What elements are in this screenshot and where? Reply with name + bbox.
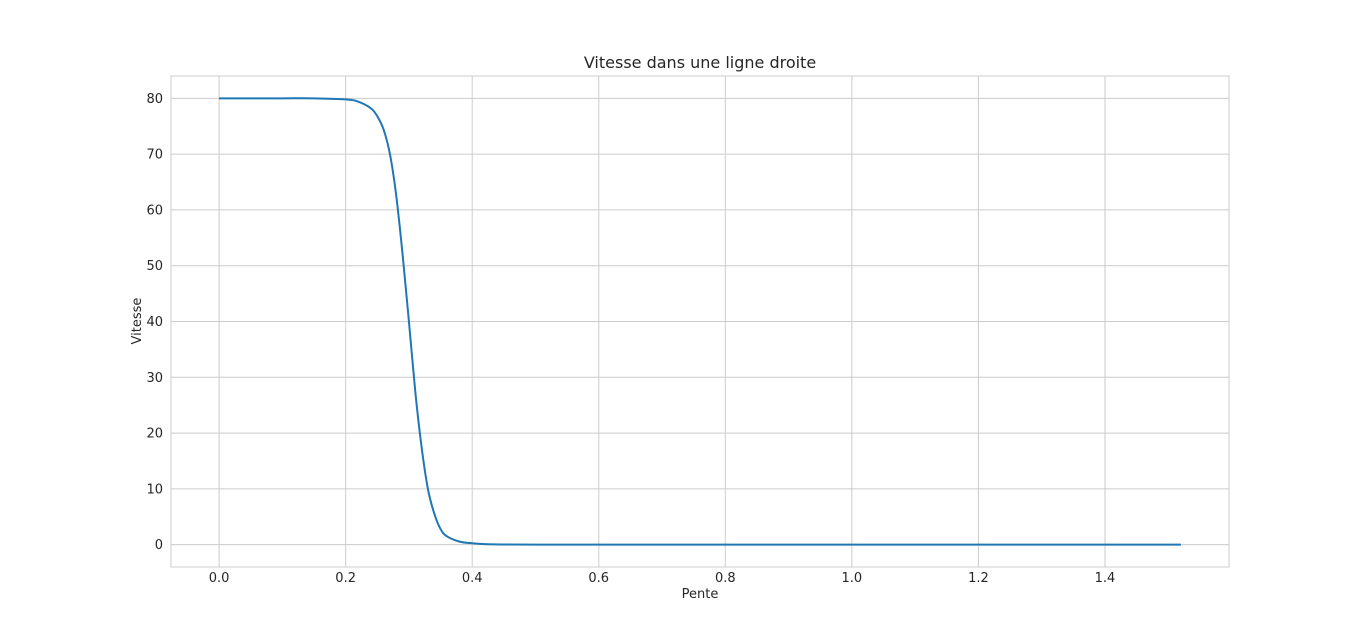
- y-tick-label: 80: [146, 92, 163, 107]
- x-tick-label: 0.4: [462, 571, 483, 586]
- y-tick-label: 70: [146, 148, 163, 163]
- x-tick-labels: 0.0 0.2 0.4 0.6 0.8 1.0 1.2 1.4: [209, 571, 1116, 586]
- x-tick-label: 1.2: [968, 571, 989, 586]
- plot-frame: [170, 75, 1230, 568]
- x-tick-label: 1.4: [1095, 571, 1116, 586]
- x-tick-label: 0.2: [335, 571, 356, 586]
- x-tick-label: 1.0: [842, 571, 863, 586]
- grid-lines: [171, 76, 1229, 567]
- x-tick-label: 0.8: [715, 571, 736, 586]
- y-tick-label: 40: [146, 315, 163, 330]
- y-tick-label: 20: [146, 427, 163, 442]
- x-axis-label: Pente: [682, 587, 719, 602]
- series-layer: [219, 97, 1181, 546]
- y-tick-label: 10: [146, 482, 163, 497]
- y-tick-label: 60: [146, 203, 163, 218]
- y-tick-label: 30: [146, 371, 163, 386]
- chart-title: Vitesse dans une ligne droite: [584, 53, 816, 72]
- y-tick-label: 0: [155, 538, 163, 553]
- x-tick-label: 0.0: [209, 571, 230, 586]
- series-line: [219, 97, 1181, 546]
- y-tick-label: 50: [146, 259, 163, 274]
- y-axis-label: Vitesse: [130, 298, 145, 345]
- x-tick-label: 0.6: [588, 571, 609, 586]
- y-tick-labels: 0 10 20 30 40 50 60 70 80: [146, 92, 163, 553]
